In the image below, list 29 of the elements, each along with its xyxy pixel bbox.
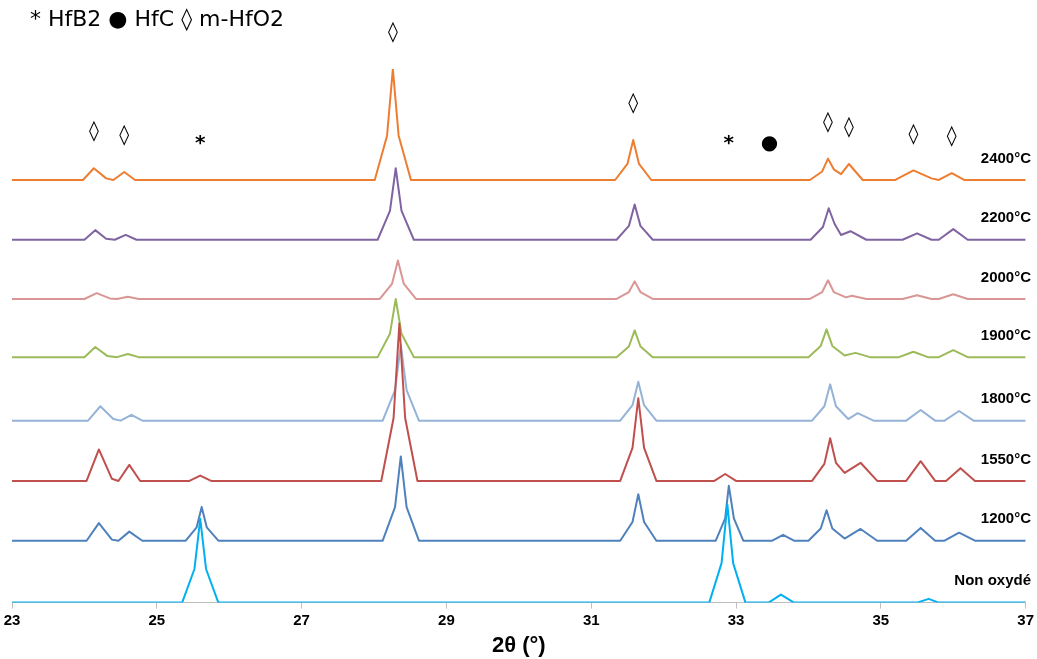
x-tick-label: 27 — [293, 610, 310, 628]
annotation: * — [195, 130, 207, 155]
x-tick-label: 29 — [438, 610, 455, 628]
annotation: ◊ — [628, 90, 639, 115]
annotation: ◊ — [119, 122, 130, 147]
annotation: ◊ — [946, 123, 957, 148]
annotation: ◊ — [88, 118, 99, 143]
series-label: 1800°C — [980, 389, 1032, 407]
x-tick-label: 23 — [3, 610, 21, 628]
series-label: 2400°C — [980, 148, 1032, 166]
annotation: ◊ — [387, 19, 398, 44]
series-label: 2200°C — [980, 208, 1032, 226]
text: * HfB2 ● HfC ◊ m-HfO2 — [30, 5, 285, 32]
series-label: 2000°C — [980, 267, 1032, 285]
annotation: ◊ — [844, 114, 855, 139]
x-tick-label: 25 — [148, 610, 166, 628]
x-tick-label: 37 — [1017, 610, 1034, 628]
annotation: ◊ — [908, 120, 919, 145]
x-axis-title: 2θ (°) — [491, 631, 546, 657]
series-label: 1900°C — [980, 325, 1032, 343]
series-label: Non oxydé — [954, 571, 1031, 589]
annotation: ◊ — [823, 108, 834, 133]
x-tick-label: 35 — [872, 610, 890, 628]
x-tick-label: 33 — [727, 610, 745, 628]
annotation: * — [723, 130, 735, 155]
x-tick-label: 31 — [582, 610, 600, 628]
series-label: 1550°C — [980, 449, 1032, 467]
annotation: ● — [760, 130, 779, 155]
series-label: 1200°C — [980, 509, 1032, 527]
